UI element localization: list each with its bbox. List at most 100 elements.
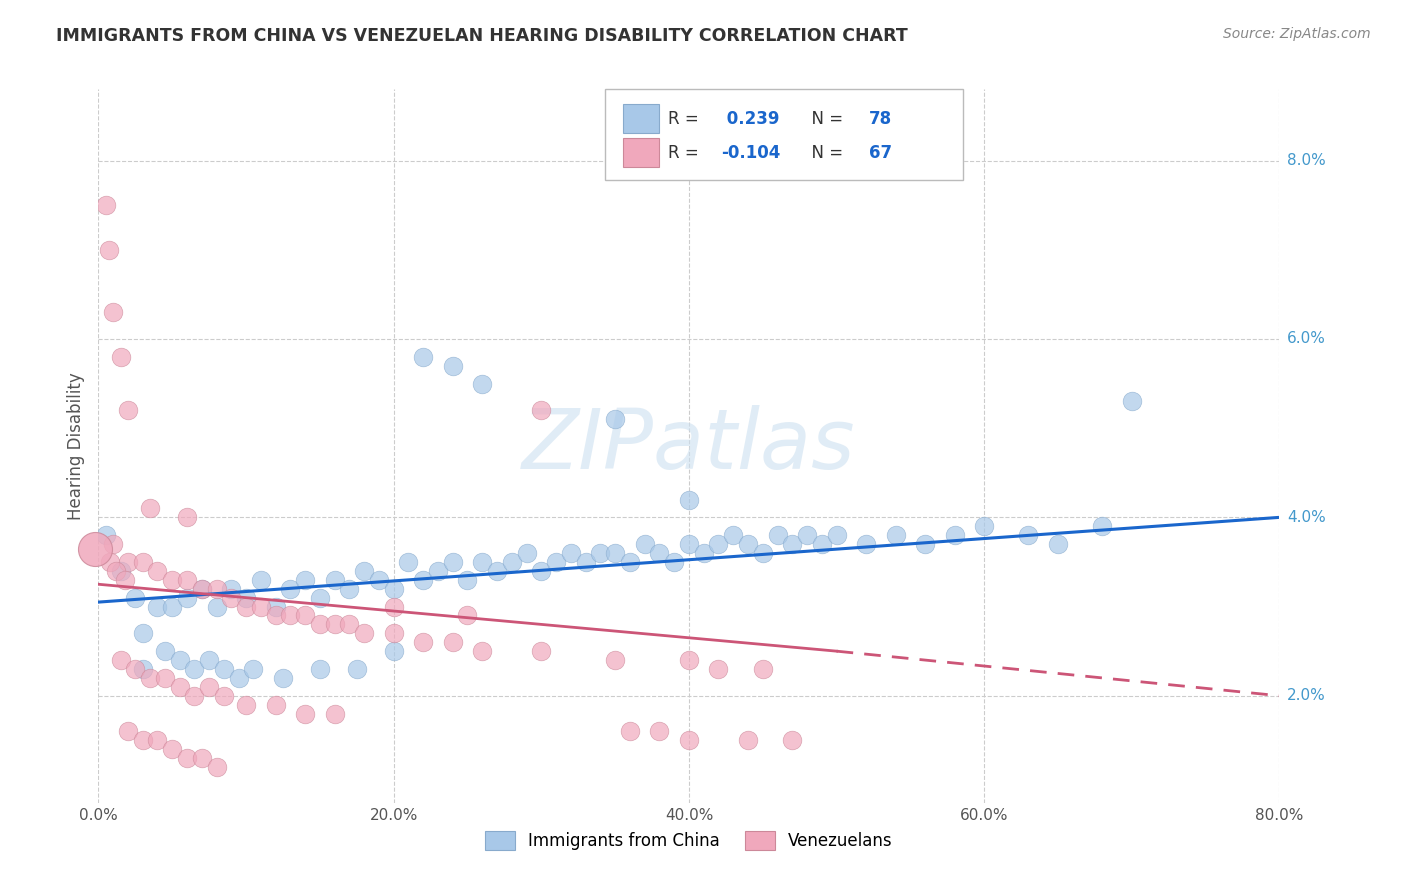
Point bbox=[124, 591, 146, 605]
Point bbox=[752, 662, 775, 676]
Point bbox=[309, 617, 332, 632]
Point bbox=[678, 653, 700, 667]
Point bbox=[353, 564, 375, 578]
Point bbox=[546, 555, 568, 569]
Point bbox=[205, 582, 228, 596]
Point bbox=[132, 555, 155, 569]
Point bbox=[501, 555, 523, 569]
Point bbox=[323, 617, 346, 632]
Point bbox=[132, 626, 155, 640]
Point bbox=[103, 537, 125, 551]
Point bbox=[271, 671, 294, 685]
Point bbox=[176, 591, 198, 605]
Point bbox=[530, 644, 553, 658]
Point bbox=[782, 733, 804, 747]
Point bbox=[103, 305, 125, 319]
Point bbox=[619, 555, 641, 569]
Point bbox=[280, 582, 302, 596]
Point bbox=[575, 555, 598, 569]
Point bbox=[294, 706, 316, 721]
Point bbox=[221, 582, 243, 596]
Point bbox=[235, 599, 257, 614]
Text: 67: 67 bbox=[869, 144, 891, 161]
Point bbox=[884, 528, 907, 542]
Point bbox=[84, 541, 107, 556]
Point bbox=[516, 546, 538, 560]
Text: 6.0%: 6.0% bbox=[1286, 332, 1326, 346]
Point bbox=[97, 243, 120, 257]
Point bbox=[678, 537, 700, 551]
Point bbox=[212, 689, 235, 703]
Point bbox=[796, 528, 818, 542]
Text: IMMIGRANTS FROM CHINA VS VENEZUELAN HEARING DISABILITY CORRELATION CHART: IMMIGRANTS FROM CHINA VS VENEZUELAN HEAR… bbox=[56, 27, 908, 45]
Point bbox=[114, 573, 136, 587]
Point bbox=[707, 537, 730, 551]
Point bbox=[264, 698, 287, 712]
Point bbox=[105, 564, 128, 578]
Point bbox=[110, 350, 132, 364]
Point bbox=[1018, 528, 1040, 542]
Point bbox=[678, 733, 700, 747]
Point bbox=[914, 537, 936, 551]
Point bbox=[412, 573, 434, 587]
Point bbox=[250, 599, 273, 614]
Legend: Immigrants from China, Venezuelans: Immigrants from China, Venezuelans bbox=[477, 822, 901, 859]
Point bbox=[648, 546, 671, 560]
Y-axis label: Hearing Disability: Hearing Disability bbox=[66, 372, 84, 520]
Point bbox=[1121, 394, 1143, 409]
Point bbox=[766, 528, 789, 542]
Point bbox=[132, 733, 155, 747]
Point bbox=[589, 546, 612, 560]
Point bbox=[486, 564, 509, 578]
Point bbox=[398, 555, 420, 569]
Text: R =: R = bbox=[668, 144, 704, 161]
Point bbox=[855, 537, 877, 551]
Point bbox=[309, 662, 332, 676]
Point bbox=[782, 537, 804, 551]
Point bbox=[162, 742, 183, 756]
Point bbox=[664, 555, 686, 569]
Point bbox=[382, 644, 405, 658]
Point bbox=[250, 573, 273, 587]
Text: 8.0%: 8.0% bbox=[1286, 153, 1326, 168]
Point bbox=[1091, 519, 1114, 533]
Point bbox=[153, 644, 176, 658]
Point bbox=[441, 555, 464, 569]
Point bbox=[205, 599, 228, 614]
Point bbox=[169, 680, 191, 694]
Point bbox=[212, 662, 235, 676]
Text: 2.0%: 2.0% bbox=[1286, 689, 1326, 703]
Point bbox=[346, 662, 368, 676]
Point bbox=[117, 724, 139, 739]
Point bbox=[323, 706, 346, 721]
Point bbox=[530, 403, 553, 417]
Point bbox=[176, 751, 198, 765]
Point bbox=[323, 573, 346, 587]
Point bbox=[264, 608, 287, 623]
Text: N =: N = bbox=[801, 144, 849, 161]
Point bbox=[339, 582, 361, 596]
Point bbox=[737, 537, 759, 551]
Point bbox=[471, 376, 494, 391]
Point bbox=[183, 689, 205, 703]
Text: 0.239: 0.239 bbox=[721, 110, 780, 128]
Point bbox=[678, 492, 700, 507]
Point bbox=[117, 403, 139, 417]
Point bbox=[634, 537, 657, 551]
Point bbox=[94, 198, 117, 212]
Point bbox=[205, 760, 228, 774]
Point bbox=[441, 359, 464, 373]
Point bbox=[139, 501, 162, 516]
Point bbox=[707, 662, 730, 676]
Text: -0.104: -0.104 bbox=[721, 144, 780, 161]
Point bbox=[228, 671, 250, 685]
Point bbox=[162, 573, 183, 587]
Point bbox=[221, 591, 243, 605]
Point bbox=[146, 564, 169, 578]
Point bbox=[412, 350, 434, 364]
Point bbox=[198, 680, 221, 694]
Point bbox=[235, 698, 257, 712]
Point bbox=[382, 599, 405, 614]
Point bbox=[183, 662, 205, 676]
Text: R =: R = bbox=[668, 110, 704, 128]
